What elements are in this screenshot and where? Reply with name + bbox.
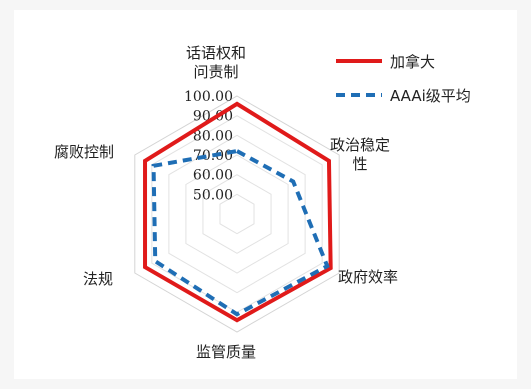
radar-grid bbox=[134, 95, 340, 333]
axis-label-control-of-corruption: 腐败控制 bbox=[53, 143, 114, 161]
legend-label-canada: 加拿大 bbox=[390, 52, 436, 71]
grid-ring-60 bbox=[202, 174, 272, 254]
grid-ring-90 bbox=[151, 115, 323, 313]
legend-swatch-canada bbox=[336, 59, 382, 63]
axis-label-government-effectiveness: 政府效率 bbox=[337, 268, 398, 286]
axis-label-voice-accountability: 话语权和 问责制 bbox=[185, 44, 246, 81]
tick-label: 80.00 bbox=[193, 128, 233, 144]
axis-label-rule-of-law: 法规 bbox=[82, 270, 113, 288]
legend: 加拿大 AAAi级平均 bbox=[336, 44, 471, 112]
axis-label-political-stability: 政治稳定 性 bbox=[329, 136, 390, 173]
grid-ring-50 bbox=[219, 193, 255, 235]
legend-swatch-aaa-average bbox=[336, 93, 382, 97]
axis-label-regulatory-quality: 监管质量 bbox=[195, 343, 256, 361]
radar-series bbox=[143, 101, 333, 323]
legend-item-aaa-average: AAAi级平均 bbox=[336, 78, 471, 112]
tick-label: 60.00 bbox=[193, 168, 233, 184]
series-line-aaa-average bbox=[151, 148, 330, 317]
legend-item-canada: 加拿大 bbox=[336, 44, 471, 78]
grid-ring-80 bbox=[168, 134, 306, 294]
chart-card: 50.00 60.00 70.00 80.00 90.00 100.00 话语权和 问责制… bbox=[14, 10, 517, 379]
tick-label: 50.00 bbox=[193, 187, 233, 203]
grid-ring-70 bbox=[185, 154, 289, 274]
tick-label: 100.00 bbox=[184, 89, 233, 105]
grid-ring-100 bbox=[134, 95, 340, 333]
legend-label-aaa-average: AAAi级平均 bbox=[390, 86, 471, 105]
